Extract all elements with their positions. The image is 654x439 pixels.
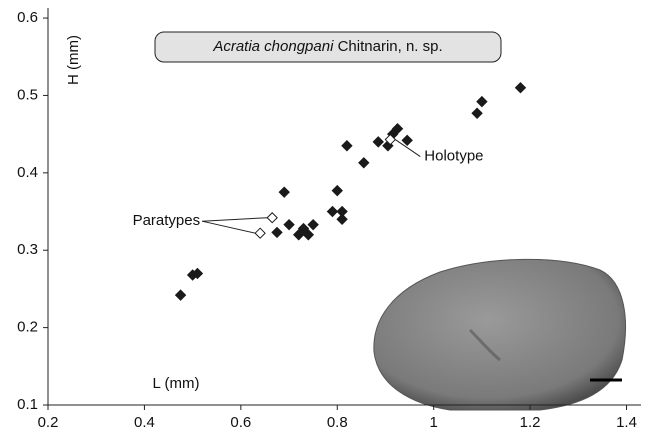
x-tick-label: 0.2 xyxy=(38,414,59,431)
y-tick-label: 0.5 xyxy=(17,86,38,103)
y-tick-label: 0.4 xyxy=(17,164,38,181)
data-point xyxy=(292,229,305,241)
x-tick-label: 1 xyxy=(430,414,438,431)
x-tick-label: 0.4 xyxy=(134,414,155,431)
data-point xyxy=(331,184,343,197)
fossil-image xyxy=(373,258,627,411)
data-point xyxy=(278,186,290,198)
data-point xyxy=(384,133,397,146)
data-point xyxy=(358,157,370,169)
x-tick-label: 0.8 xyxy=(327,414,348,431)
data-point xyxy=(271,226,283,239)
x-axis-label: L (mm) xyxy=(153,375,200,392)
data-point xyxy=(307,218,319,231)
data-point xyxy=(191,267,204,280)
data-point xyxy=(283,218,295,231)
authority: Chitnarin, n. sp. xyxy=(338,38,443,55)
y-axis-label: H (mm) xyxy=(65,35,82,85)
chart-title: Acratia chongpani Chitnarin, n. sp. xyxy=(212,38,442,55)
data-point xyxy=(297,222,310,235)
annotation: Holotype xyxy=(424,148,483,165)
annotation: Paratypes xyxy=(133,212,201,229)
x-tick-label: 0.6 xyxy=(230,414,251,431)
y-tick-label: 0.3 xyxy=(17,241,38,258)
y-tick-label: 0.6 xyxy=(17,9,38,26)
data-point xyxy=(401,134,413,147)
leader-line xyxy=(202,217,268,222)
data-point xyxy=(391,123,404,135)
leader-line xyxy=(395,139,421,157)
species-name: Acratia chongpani xyxy=(212,38,334,55)
data-point xyxy=(336,213,348,225)
data-point xyxy=(372,136,384,148)
data-point xyxy=(476,95,488,108)
y-tick-label: 0.1 xyxy=(17,396,38,413)
data-point xyxy=(174,289,187,301)
fossil-detail xyxy=(468,328,501,362)
data-point xyxy=(302,229,315,241)
data-point xyxy=(326,205,339,218)
data-point xyxy=(341,140,353,152)
leader-line xyxy=(202,220,256,234)
data-point xyxy=(254,227,266,239)
title-box xyxy=(154,31,502,63)
data-point xyxy=(514,82,527,94)
y-tick-label: 0.2 xyxy=(17,319,38,336)
data-point xyxy=(266,212,278,224)
x-tick-label: 1.4 xyxy=(616,414,637,431)
data-point xyxy=(471,107,483,119)
x-tick-label: 1.2 xyxy=(520,414,541,431)
